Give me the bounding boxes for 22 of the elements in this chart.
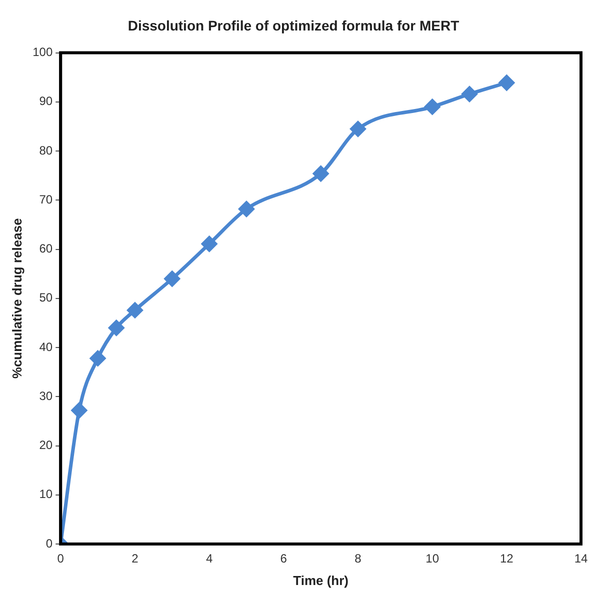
x-tick-label: 6 <box>280 552 288 566</box>
x-tick-label: 8 <box>354 552 362 566</box>
chart-title: Dissolution Profile of optimized formula for MERT <box>128 17 460 34</box>
x-tick-label: 10 <box>426 552 440 566</box>
y-tick-label: 60 <box>39 242 53 256</box>
y-tick-label: 0 <box>46 536 53 550</box>
x-tick-label: 2 <box>132 552 139 566</box>
y-tick-label: 70 <box>39 192 53 206</box>
y-axis-title: %cumulative drug release <box>9 218 24 379</box>
y-tick-label: 30 <box>39 388 53 403</box>
x-tick-label: 4 <box>206 552 213 566</box>
y-tick-label: 10 <box>39 487 53 502</box>
y-tick-label: 50 <box>39 290 53 305</box>
y-tick-label: 20 <box>39 438 53 452</box>
y-tick-label: 80 <box>39 143 53 158</box>
y-tick-label: 40 <box>39 340 53 354</box>
x-tick-label: 12 <box>500 552 514 566</box>
x-tick-label: 14 <box>574 552 588 566</box>
x-tick-label: 0 <box>57 552 64 566</box>
x-axis-title: Time (hr) <box>293 572 349 588</box>
y-tick-label: 100 <box>32 45 53 60</box>
y-tick-label: 90 <box>39 94 53 108</box>
